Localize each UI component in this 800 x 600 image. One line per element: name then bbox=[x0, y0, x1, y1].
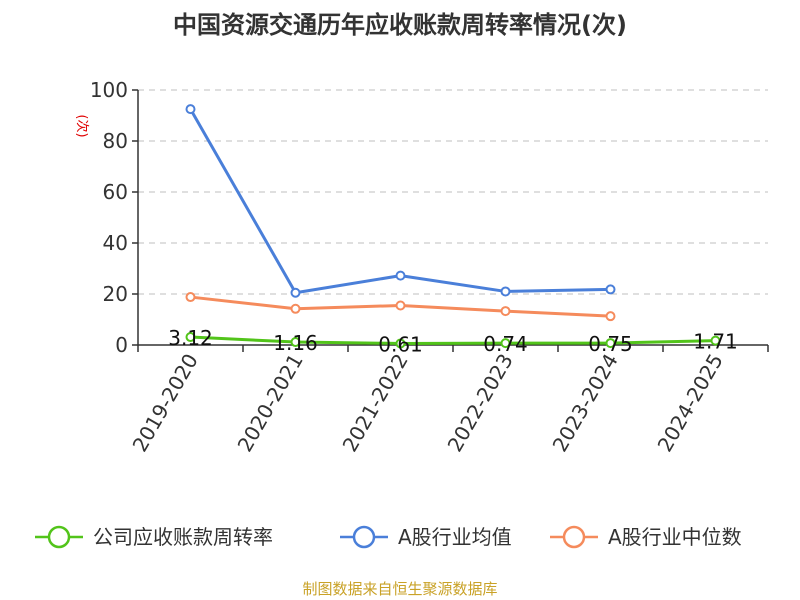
data-point bbox=[290, 337, 301, 348]
data-point bbox=[605, 338, 616, 349]
x-tick-label: 2023-2024 bbox=[548, 350, 623, 456]
data-point bbox=[395, 270, 406, 281]
chart-title: 中国资源交通历年应收账款周转率情况(次) bbox=[173, 11, 627, 39]
data-point bbox=[395, 300, 406, 311]
source-note: 制图数据来自恒生聚源数据库 bbox=[302, 580, 497, 598]
data-point bbox=[500, 286, 511, 297]
data-point bbox=[500, 306, 511, 317]
data-label: 0.74 bbox=[483, 332, 528, 356]
data-point bbox=[185, 332, 196, 343]
series-line bbox=[190, 335, 716, 345]
legend-label: A股行业中位数 bbox=[608, 525, 742, 549]
data-point bbox=[395, 338, 406, 349]
data-point bbox=[605, 311, 616, 322]
series-line bbox=[189, 108, 611, 295]
series-group bbox=[185, 104, 721, 349]
y-tick-label: 60 bbox=[103, 180, 128, 204]
y-tick-label: 20 bbox=[103, 282, 128, 306]
legend: 公司应收账款周转率 A股行业均值 A股行业中位数 bbox=[35, 525, 742, 549]
data-point bbox=[185, 104, 196, 115]
legend-marker bbox=[47, 525, 71, 549]
data-label: 3.12 bbox=[168, 326, 213, 350]
y-axis-label: (次) bbox=[74, 114, 90, 137]
legend-item[interactable]: A股行业均值 bbox=[340, 525, 512, 549]
x-tick-label: 2020-2021 bbox=[233, 350, 308, 456]
axes bbox=[132, 89, 769, 352]
legend-label: 公司应收账款周转率 bbox=[93, 525, 273, 549]
data-label: 0.75 bbox=[588, 332, 633, 356]
data-labels: 3.12 1.16 0.61 0.74 0.75 1.71 bbox=[168, 326, 738, 356]
data-point bbox=[290, 303, 301, 314]
x-tick-label: 2019-2020 bbox=[128, 350, 203, 456]
legend-marker bbox=[562, 525, 586, 549]
y-tick-label: 100 bbox=[90, 78, 128, 102]
data-point bbox=[500, 338, 511, 349]
legend-item[interactable]: 公司应收账款周转率 bbox=[35, 525, 273, 549]
data-label: 0.61 bbox=[378, 332, 423, 356]
x-tick-label: 2021-2022 bbox=[338, 350, 413, 456]
legend-label: A股行业均值 bbox=[398, 525, 512, 549]
data-point bbox=[290, 287, 301, 298]
x-tick-labels: 2019-2020 2020-2021 2021-2022 2022-2023 2023… bbox=[128, 350, 728, 456]
data-point bbox=[605, 284, 616, 295]
data-label: 1.71 bbox=[693, 330, 738, 354]
y-tick-label: 40 bbox=[103, 231, 128, 255]
legend-item[interactable]: A股行业中位数 bbox=[550, 525, 742, 549]
legend-marker bbox=[352, 525, 376, 549]
grid-lines bbox=[138, 89, 768, 295]
data-point bbox=[710, 335, 721, 346]
x-tick-label: 2024-2025 bbox=[653, 350, 728, 456]
y-tick-label: 0 bbox=[115, 333, 128, 357]
y-tick-labels: 0 20 40 60 80 100 bbox=[90, 78, 128, 357]
data-point bbox=[185, 292, 196, 303]
x-tick-label: 2022-2023 bbox=[443, 350, 518, 456]
y-tick-label: 80 bbox=[103, 129, 128, 153]
data-label: 1.16 bbox=[273, 331, 318, 355]
